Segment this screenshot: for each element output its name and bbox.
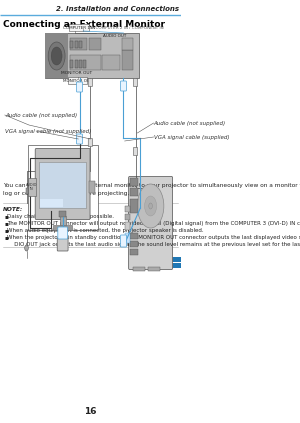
Bar [88, 38, 101, 50]
Bar [60, 216, 66, 226]
FancyBboxPatch shape [134, 79, 138, 86]
Bar [75, 60, 78, 68]
Bar [70, 38, 87, 50]
Bar [40, 199, 63, 207]
Bar [125, 206, 130, 212]
Text: VGA signal cable (not supplied): VGA signal cable (not supplied) [5, 129, 91, 134]
Bar [39, 162, 86, 208]
Circle shape [137, 184, 164, 228]
FancyBboxPatch shape [35, 148, 90, 220]
Bar [122, 50, 133, 70]
Bar [70, 55, 101, 70]
Bar [70, 41, 74, 48]
Text: 16: 16 [84, 407, 97, 416]
FancyBboxPatch shape [58, 227, 68, 239]
Bar [125, 214, 130, 220]
Circle shape [51, 47, 62, 65]
FancyBboxPatch shape [121, 81, 127, 91]
Bar [130, 263, 223, 268]
Text: ▪: ▪ [4, 214, 8, 219]
Bar [28, 178, 36, 196]
Text: AUDIO OUT: AUDIO OUT [103, 34, 126, 38]
Text: You can connect a separate, external monitor to your projector to simultaneously: You can connect a separate, external mon… [3, 183, 300, 188]
FancyBboxPatch shape [76, 82, 82, 92]
Text: ▪: ▪ [4, 221, 8, 226]
Bar [148, 267, 160, 271]
Bar [83, 60, 86, 68]
Bar [26, 188, 28, 194]
Bar [79, 41, 82, 48]
Bar [130, 257, 226, 262]
Text: Connecting an External Monitor: Connecting an External Monitor [3, 20, 165, 29]
Circle shape [25, 245, 28, 251]
Text: The MONITOR OUT connector will output no video signal (Digital signal) from the : The MONITOR OUT connector will output no… [7, 221, 300, 226]
Bar [130, 199, 138, 213]
Bar [79, 60, 82, 68]
Text: AUDIO
IN: AUDIO IN [26, 183, 38, 191]
FancyBboxPatch shape [88, 138, 92, 146]
Bar [68, 77, 87, 84]
Bar [59, 211, 66, 217]
Circle shape [48, 42, 65, 70]
Bar [122, 38, 133, 50]
Text: NOTE:: NOTE: [3, 207, 23, 212]
Bar [130, 241, 138, 247]
Bar [45, 33, 68, 78]
FancyBboxPatch shape [134, 148, 138, 156]
FancyBboxPatch shape [76, 134, 82, 144]
Bar [89, 181, 95, 193]
Text: DIO OUT jack outputs the last audio signal. The sound level remains at the previ: DIO OUT jack outputs the last audio sign… [9, 242, 300, 247]
FancyBboxPatch shape [88, 79, 92, 86]
Text: Audio cable (not supplied): Audio cable (not supplied) [5, 113, 77, 118]
FancyBboxPatch shape [129, 176, 172, 269]
Bar [130, 188, 138, 196]
Text: MONITOR OUT: MONITOR OUT [63, 79, 92, 82]
Bar [130, 249, 138, 255]
Text: When the projector is in standby condition, the MONITOR OUT connector outputs th: When the projector is in standby conditi… [7, 235, 300, 240]
Bar [69, 24, 89, 31]
Text: Daisy chain connection is not possible.: Daisy chain connection is not possible. [7, 214, 114, 219]
Bar [75, 41, 78, 48]
Bar [28, 145, 98, 230]
Bar [130, 233, 138, 239]
Bar [102, 55, 121, 70]
Bar [70, 60, 74, 68]
FancyBboxPatch shape [57, 238, 68, 251]
Bar [45, 33, 139, 78]
Bar [130, 178, 138, 186]
Text: log or component image you’re projecting.: log or component image you’re projecting… [3, 191, 129, 196]
Text: MONITOR OUT: MONITOR OUT [61, 71, 92, 75]
Text: 2. Installation and Connections: 2. Installation and Connections [56, 6, 179, 12]
Text: VGA signal cable (supplied): VGA signal cable (supplied) [154, 135, 229, 140]
Text: ▪: ▪ [4, 235, 8, 240]
Text: or COMPUTER 2 IN / COMPONENT IN: or COMPUTER 2 IN / COMPONENT IN [90, 25, 164, 30]
Bar [125, 222, 130, 230]
Text: Audio cable (not supplied): Audio cable (not supplied) [154, 121, 226, 126]
Bar [133, 267, 145, 271]
Text: ▪: ▪ [4, 228, 8, 233]
Text: COMPUTER 1 IN: COMPUTER 1 IN [63, 25, 95, 30]
FancyBboxPatch shape [121, 235, 127, 247]
Bar [125, 233, 130, 243]
Circle shape [149, 203, 152, 209]
Circle shape [145, 196, 157, 216]
Bar [53, 225, 72, 230]
Text: When audio equipment is connected, the projector speaker is disabled.: When audio equipment is connected, the p… [7, 228, 204, 233]
